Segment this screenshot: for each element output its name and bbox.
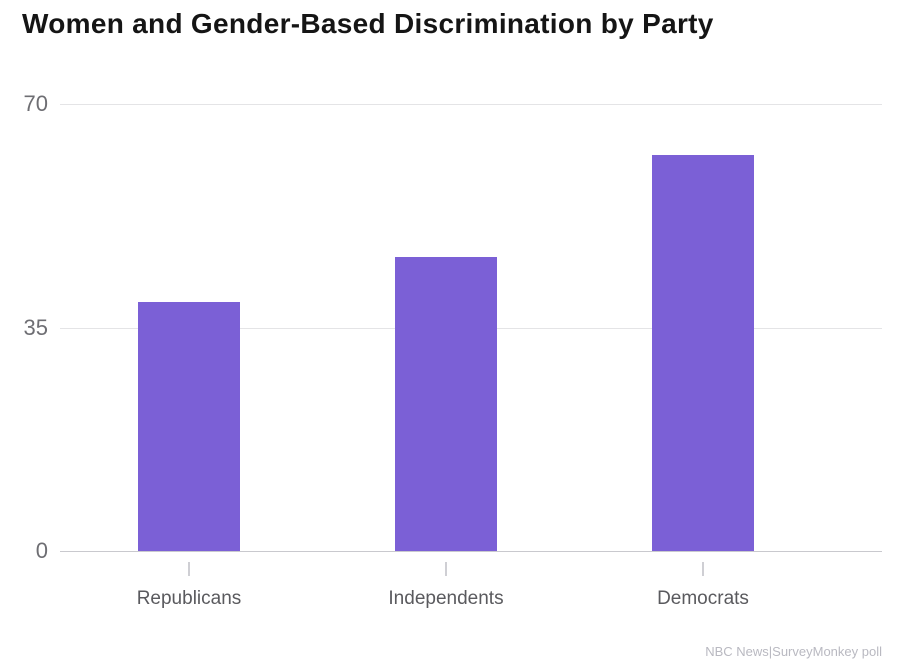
bar-independents: [395, 257, 497, 551]
chart-title: Women and Gender-Based Discrimination by…: [22, 8, 714, 39]
x-category-label-independents: Independents: [388, 588, 504, 609]
x-category-label-democrats: Democrats: [657, 588, 749, 609]
x-tick-independents: [445, 562, 447, 576]
gridline-0: [60, 551, 882, 552]
x-category-label-republicans: Republicans: [136, 588, 242, 609]
bar-democrats: [652, 155, 754, 551]
x-tick-democrats: [702, 562, 704, 576]
y-tick-label-0: 0: [35, 538, 48, 563]
x-tick-republicans: [188, 562, 190, 576]
gridline-70: [60, 104, 882, 105]
y-tick-label-35: 35: [23, 315, 48, 340]
bar-republicans: [138, 302, 240, 551]
y-tick-label-70: 70: [23, 91, 48, 116]
source-attribution: NBC News|SurveyMonkey poll: [705, 644, 882, 659]
